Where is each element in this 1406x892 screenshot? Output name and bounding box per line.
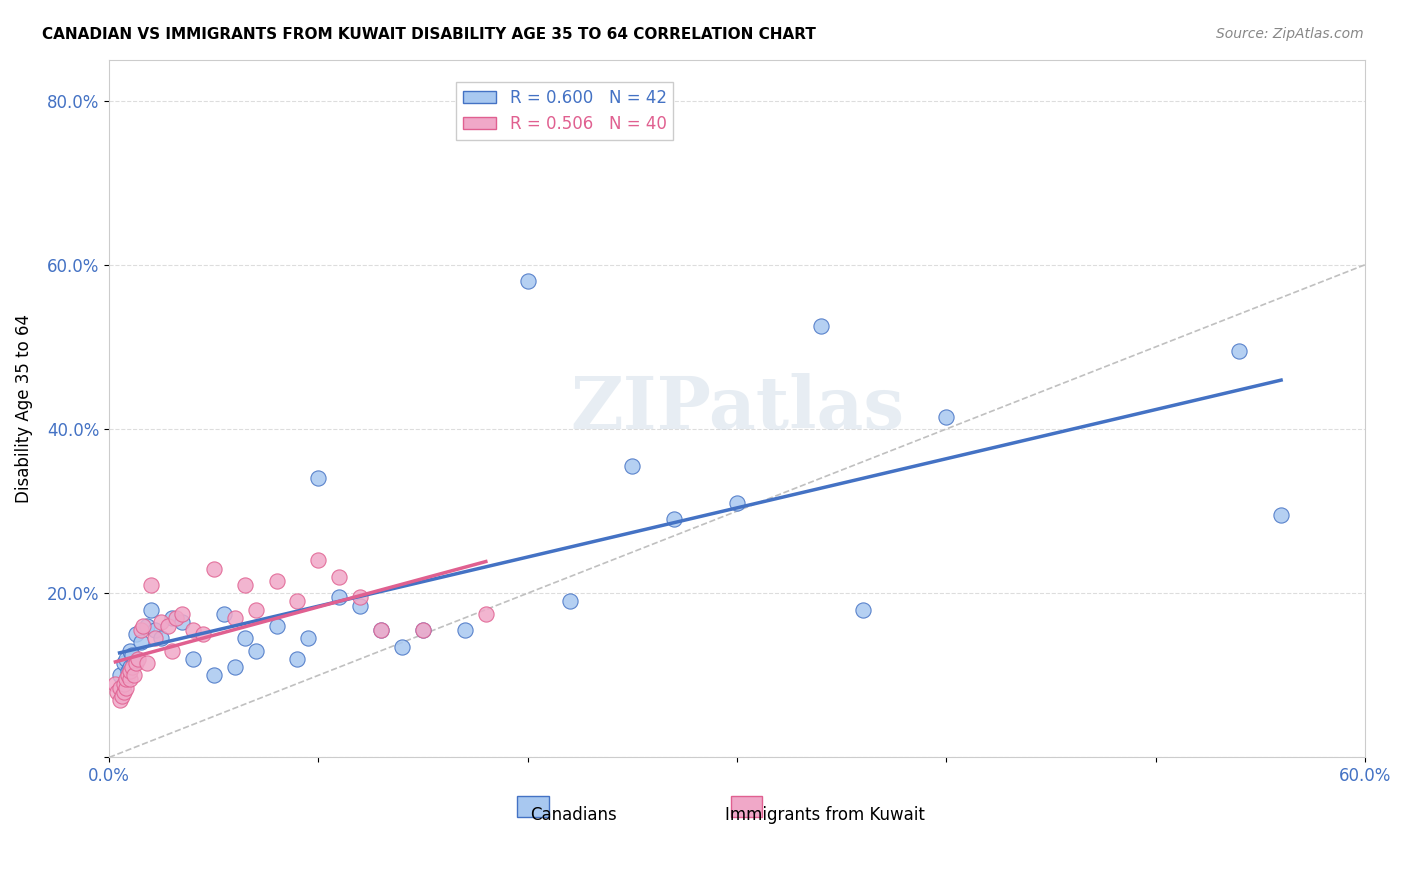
- Point: [117, 668, 139, 682]
- Point: [1227, 344, 1250, 359]
- Point: [111, 689, 134, 703]
- Text: CANADIAN VS IMMIGRANTS FROM KUWAIT DISABILITY AGE 35 TO 64 CORRELATION CHART: CANADIAN VS IMMIGRANTS FROM KUWAIT DISAB…: [42, 27, 815, 42]
- Text: Canadians: Canadians: [530, 806, 617, 824]
- Point: [104, 676, 127, 690]
- Point: [297, 632, 319, 646]
- Point: [202, 561, 225, 575]
- Point: [160, 643, 183, 657]
- Point: [127, 652, 149, 666]
- Point: [107, 684, 129, 698]
- Point: [725, 496, 748, 510]
- Point: [370, 623, 392, 637]
- Point: [139, 602, 162, 616]
- Point: [287, 594, 309, 608]
- Point: [454, 623, 477, 637]
- Point: [328, 591, 350, 605]
- Point: [662, 512, 685, 526]
- FancyBboxPatch shape: [731, 796, 762, 817]
- Point: [135, 656, 157, 670]
- Point: [193, 627, 215, 641]
- Point: [122, 656, 145, 670]
- Legend: R = 0.600   N = 42, R = 0.506   N = 40: R = 0.600 N = 42, R = 0.506 N = 40: [457, 82, 673, 139]
- FancyBboxPatch shape: [517, 796, 548, 817]
- Text: ZIPatlas: ZIPatlas: [569, 373, 904, 444]
- Point: [118, 673, 141, 687]
- Point: [391, 640, 413, 654]
- Point: [112, 656, 135, 670]
- Point: [108, 693, 131, 707]
- Point: [150, 615, 173, 629]
- Point: [139, 578, 162, 592]
- Point: [121, 660, 143, 674]
- Point: [112, 676, 135, 690]
- Point: [935, 409, 957, 424]
- Point: [233, 578, 256, 592]
- Point: [143, 632, 166, 646]
- Point: [224, 660, 246, 674]
- Point: [181, 652, 204, 666]
- Point: [125, 656, 148, 670]
- Point: [349, 599, 371, 613]
- Point: [412, 623, 434, 637]
- Point: [156, 619, 179, 633]
- Point: [143, 623, 166, 637]
- Point: [349, 591, 371, 605]
- Point: [118, 664, 141, 678]
- Point: [150, 632, 173, 646]
- Point: [287, 652, 309, 666]
- Point: [412, 623, 434, 637]
- Point: [233, 632, 256, 646]
- Point: [212, 607, 235, 621]
- Point: [475, 607, 498, 621]
- Point: [307, 471, 329, 485]
- Point: [621, 458, 644, 473]
- Text: Source: ZipAtlas.com: Source: ZipAtlas.com: [1216, 27, 1364, 41]
- Point: [160, 611, 183, 625]
- Text: Immigrants from Kuwait: Immigrants from Kuwait: [725, 806, 925, 824]
- Point: [516, 274, 538, 288]
- Point: [810, 319, 832, 334]
- Point: [328, 570, 350, 584]
- Point: [117, 664, 139, 678]
- Point: [181, 623, 204, 637]
- Point: [202, 668, 225, 682]
- Point: [245, 643, 267, 657]
- Point: [245, 602, 267, 616]
- Point: [135, 619, 157, 633]
- Point: [115, 673, 138, 687]
- Point: [558, 594, 581, 608]
- Point: [307, 553, 329, 567]
- Point: [118, 643, 141, 657]
- Point: [172, 607, 194, 621]
- Point: [266, 574, 288, 588]
- Point: [172, 615, 194, 629]
- Point: [165, 611, 187, 625]
- Point: [129, 623, 152, 637]
- Point: [370, 623, 392, 637]
- Point: [1270, 508, 1292, 523]
- Point: [118, 660, 141, 674]
- Point: [266, 619, 288, 633]
- Point: [115, 681, 138, 695]
- Point: [851, 602, 873, 616]
- Point: [112, 684, 135, 698]
- Point: [131, 619, 153, 633]
- Point: [115, 652, 138, 666]
- Point: [108, 681, 131, 695]
- Point: [129, 635, 152, 649]
- Point: [108, 668, 131, 682]
- Point: [121, 648, 143, 662]
- Point: [125, 627, 148, 641]
- Point: [224, 611, 246, 625]
- Point: [122, 668, 145, 682]
- Y-axis label: Disability Age 35 to 64: Disability Age 35 to 64: [15, 314, 32, 503]
